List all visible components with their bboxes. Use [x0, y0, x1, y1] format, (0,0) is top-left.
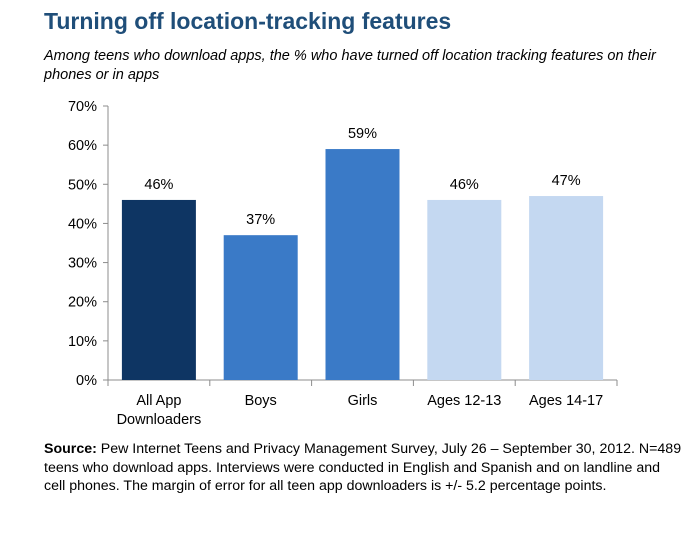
x-tick-label: Ages 14-17 — [529, 393, 603, 409]
chart-title: Turning off location-tracking features — [44, 8, 452, 34]
bar-chart: 0% 10% 20% 30% 40% 50% 60% 70% 46% All App Downloa… — [68, 99, 618, 428]
y-tick-label: 70% — [68, 99, 97, 115]
x-tick-label-line: Downloaders — [117, 412, 202, 428]
x-tick-label-line: Ages 14-17 — [529, 393, 603, 409]
bar — [529, 196, 604, 380]
y-tick-label: 60% — [68, 138, 97, 154]
x-tick-label: Girls — [348, 393, 378, 409]
bar — [325, 149, 400, 380]
y-tick-label: 20% — [68, 295, 97, 311]
x-tick-label: All App Downloaders — [117, 393, 202, 428]
bar — [121, 199, 196, 380]
x-tick-label-line: Boys — [245, 393, 277, 409]
data-label: 59% — [348, 126, 377, 142]
data-label: 46% — [144, 177, 173, 193]
data-label: 47% — [552, 173, 581, 189]
y-tick-label: 50% — [68, 177, 97, 193]
y-tick-label: 40% — [68, 216, 97, 232]
x-tick-label: Boys — [245, 393, 277, 409]
x-tick-label-line: All App — [136, 393, 181, 409]
bar — [223, 235, 298, 380]
bar — [427, 199, 502, 380]
y-tick-label: 30% — [68, 256, 97, 272]
source-label: Source: — [44, 441, 97, 457]
data-label: 37% — [246, 212, 275, 228]
y-tick-label: 0% — [76, 373, 97, 389]
x-tick-label: Ages 12-13 — [427, 393, 501, 409]
data-label: 46% — [450, 177, 479, 193]
chart-subtitle: Among teens who download apps, the % who… — [44, 48, 656, 83]
x-tick-label-line: Girls — [348, 393, 378, 409]
source-text: Pew Internet Teens and Privacy Managemen… — [44, 441, 682, 494]
y-tick-label: 10% — [68, 334, 97, 350]
source-note: Source: Pew Internet Teens and Privacy M… — [44, 440, 684, 496]
x-tick-label-line: Ages 12-13 — [427, 393, 501, 409]
